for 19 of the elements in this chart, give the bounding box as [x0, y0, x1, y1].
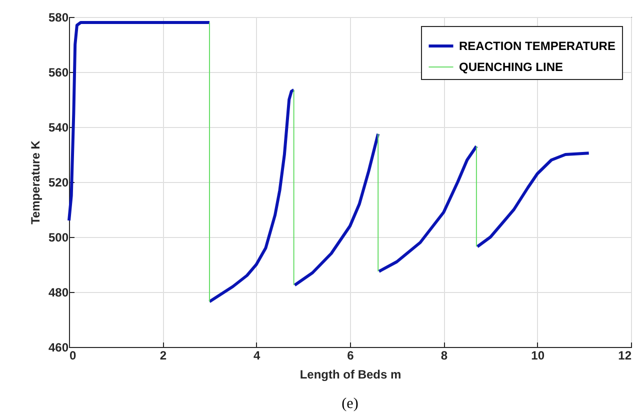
x-tick-label: 0	[70, 348, 76, 362]
x-tick-label: 8	[440, 348, 448, 362]
y-tick-label: 520	[48, 176, 69, 190]
legend-label: REACTION TEMPERATURE	[459, 39, 616, 53]
y-tick-label: 460	[48, 340, 69, 354]
y-axis-title: Temperature K	[28, 140, 42, 224]
y-tick-label: 500	[48, 230, 69, 244]
x-tick-label: 4	[253, 348, 260, 362]
text: (e)	[342, 396, 358, 412]
y-tick-label: 480	[48, 286, 69, 300]
x-axis-title: Length of Beds m	[300, 368, 402, 382]
x-tick-label: 10	[531, 348, 545, 362]
y-tick-label: 560	[48, 66, 69, 80]
x-tick-label: 6	[347, 348, 354, 362]
x-tick-label: 12	[618, 348, 632, 362]
y-tick-label: 580	[48, 10, 69, 24]
x-tick-label: 2	[160, 348, 167, 362]
y-tick-label: 540	[48, 120, 69, 134]
legend-label: QUENCHING LINE	[459, 60, 564, 74]
